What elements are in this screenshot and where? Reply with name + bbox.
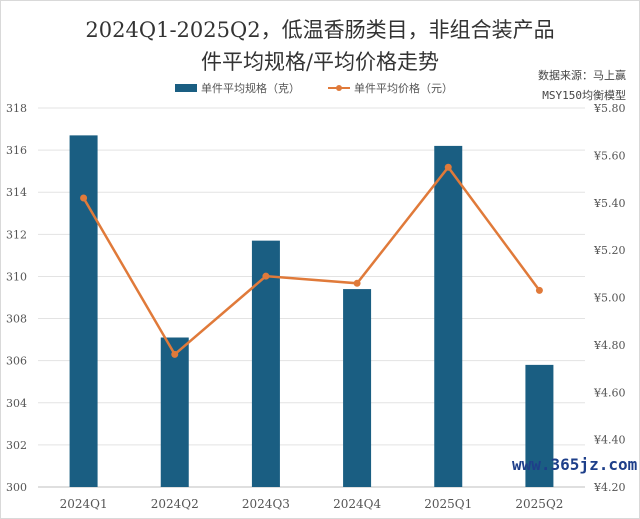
source-line2: MSY150均衡模型 <box>542 89 626 102</box>
legend-label-price: 单件平均价格（元） <box>354 82 453 95</box>
x-tick-label: 2025Q1 <box>424 497 472 511</box>
price-point-2025Q1 <box>444 163 452 171</box>
left-tick-label: 306 <box>6 355 27 368</box>
price-point-2024Q1 <box>80 194 88 202</box>
legend: 单件平均规格（克） 单件平均价格（元） <box>175 80 453 96</box>
right-tick-label: ¥4.40 <box>593 434 626 447</box>
legend-label-size: 单件平均规格（克） <box>201 82 300 95</box>
right-tick-label: ¥5.40 <box>593 197 626 210</box>
bar-2025Q1 <box>434 145 463 487</box>
left-tick-label: 314 <box>6 186 27 199</box>
x-tick-label: 2025Q2 <box>515 497 563 511</box>
right-tick-label: ¥5.20 <box>593 244 626 257</box>
bar-2024Q1 <box>69 135 98 487</box>
left-tick-label: 302 <box>6 439 27 452</box>
x-tick-label: 2024Q3 <box>242 497 290 511</box>
chart-title-line2: 件平均规格/平均价格走势 <box>200 50 440 74</box>
x-tick-label: 2024Q1 <box>60 497 108 511</box>
bar-2024Q4 <box>343 289 372 487</box>
right-tick-label: ¥5.00 <box>593 292 626 305</box>
price-line <box>82 165 541 357</box>
right-tick-label: ¥5.80 <box>593 102 626 115</box>
right-tick-label: ¥4.20 <box>593 481 626 494</box>
legend-item-price: 单件平均价格（元） <box>328 80 453 96</box>
legend-item-size: 单件平均规格（克） <box>175 80 300 96</box>
price-point-2024Q4 <box>353 279 361 287</box>
chart-title-line1: 2024Q1-2025Q2，低温香肠类目，非组合装产品 <box>85 18 555 42</box>
right-tick-label: ¥4.60 <box>593 386 626 399</box>
legend-line-swatch <box>328 85 350 91</box>
left-tick-label: 312 <box>6 228 27 241</box>
bar-2025Q2 <box>525 364 554 487</box>
left-tick-label: 310 <box>6 270 27 283</box>
legend-bar-swatch <box>175 84 197 92</box>
price-point-2024Q3 <box>262 272 270 280</box>
data-source: 数据来源：马上赢 MSY150均衡模型 <box>538 66 626 106</box>
bar-2024Q2 <box>160 337 189 487</box>
left-tick-label: 316 <box>6 144 27 157</box>
left-tick-label: 318 <box>6 102 27 115</box>
source-line1: 数据来源：马上赢 <box>538 69 626 82</box>
watermark: www.365jz.com <box>512 455 638 474</box>
price-point-2025Q2 <box>535 286 543 294</box>
left-tick-label: 300 <box>6 481 27 494</box>
x-tick-label: 2024Q2 <box>151 497 199 511</box>
left-tick-label: 308 <box>6 313 27 326</box>
x-tick-label: 2024Q4 <box>333 497 381 511</box>
bar-2024Q3 <box>251 240 280 487</box>
left-tick-label: 304 <box>6 397 27 410</box>
right-tick-label: ¥4.80 <box>593 339 626 352</box>
right-tick-label: ¥5.60 <box>593 149 626 162</box>
price-point-2024Q2 <box>171 350 179 358</box>
